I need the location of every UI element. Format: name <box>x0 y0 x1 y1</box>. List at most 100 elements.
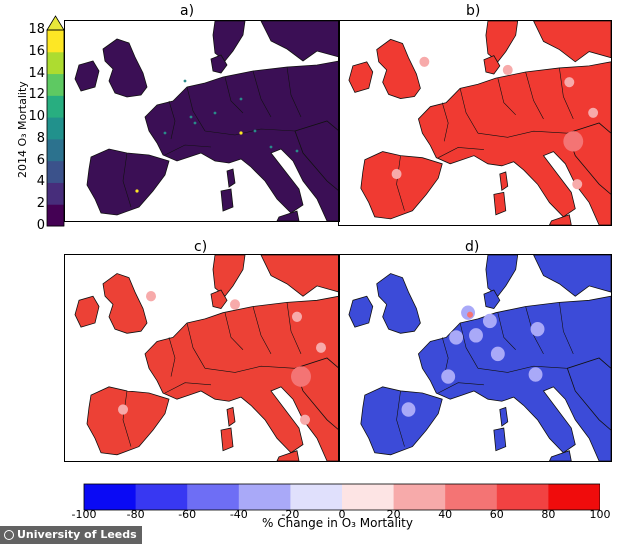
light-region <box>401 402 416 417</box>
colorbar-tick-label: 16 <box>28 43 45 59</box>
light-region <box>528 367 543 382</box>
country-border <box>477 130 568 138</box>
land-iberia <box>86 148 170 216</box>
colorbar-swatch <box>47 204 64 227</box>
change-colorbar-tick-label: 100 <box>589 508 611 521</box>
country-border <box>559 302 574 355</box>
land-ireland <box>348 61 374 93</box>
change-colorbar-tick-label: 40 <box>438 508 453 521</box>
colorbar-tick-label: 12 <box>28 87 45 103</box>
change-colorbar-label: % Change in O₃ Mortality <box>262 516 413 530</box>
change-colorbar-tick-label: 20 <box>386 508 401 521</box>
map-panel-b <box>338 20 612 226</box>
light-region <box>316 342 326 353</box>
country-border <box>224 312 244 350</box>
change-colorbar <box>83 483 600 511</box>
country-border <box>525 306 544 355</box>
europe-map-d <box>348 255 611 461</box>
map-panel-d <box>338 254 612 462</box>
hotspot <box>135 189 139 193</box>
colorbar-swatch <box>47 51 64 75</box>
colorbar-swatch <box>342 484 395 510</box>
country-border <box>286 302 302 355</box>
light-region <box>490 346 505 362</box>
colorbar-swatch <box>47 117 64 140</box>
panel-b-title: b) <box>466 3 481 19</box>
country-border <box>164 144 212 156</box>
colorbar-swatch <box>47 138 64 162</box>
country-border <box>396 390 405 447</box>
panel-c-title: c) <box>194 239 208 255</box>
light-region <box>118 404 128 415</box>
country-border <box>459 322 479 369</box>
red-spot <box>467 311 474 318</box>
hotspot <box>295 149 299 153</box>
land-corsica <box>499 406 509 427</box>
colorbar-swatch <box>187 484 240 510</box>
light-region <box>292 311 302 322</box>
colorbar-frame <box>46 29 65 227</box>
country-border <box>497 78 516 116</box>
change-colorbar-tick-label: -60 <box>178 508 197 521</box>
country-border <box>559 67 574 120</box>
light-region <box>230 299 240 310</box>
light-region <box>482 313 497 329</box>
panel-d-title: d) <box>465 239 480 255</box>
land-sardinia <box>493 427 507 452</box>
light-region <box>563 131 584 152</box>
land-denmark <box>483 55 501 75</box>
land-continent <box>417 295 611 461</box>
country-border <box>122 390 132 447</box>
country-border <box>252 306 272 355</box>
watermark-text: University of Leeds <box>17 528 137 541</box>
colorbar-tick-label: 14 <box>28 65 45 81</box>
colorbar-swatch <box>548 484 600 510</box>
land-ireland <box>74 60 100 92</box>
country-border <box>204 365 296 373</box>
hotspot <box>183 79 187 83</box>
colorbar-tick-label: 10 <box>28 109 45 125</box>
land-iberia <box>86 386 170 456</box>
country-border <box>497 312 516 350</box>
hotspot <box>269 145 273 149</box>
colorbar-frame <box>83 483 600 511</box>
hotspot <box>253 129 257 133</box>
light-region <box>449 330 464 345</box>
change-colorbar-tick-label: -100 <box>71 508 97 521</box>
country-border <box>438 147 484 158</box>
land-iberia <box>360 386 443 456</box>
colorbar-swatch <box>238 484 291 510</box>
light-region <box>564 77 575 88</box>
logo-icon <box>4 530 14 540</box>
colorbar-swatch <box>496 484 549 510</box>
land-denmark <box>210 54 228 74</box>
map-panel-a <box>64 20 340 222</box>
hotspot <box>189 115 193 119</box>
colorbar-tick-label: 4 <box>36 174 45 190</box>
land-denmark <box>483 289 501 310</box>
land-corsica <box>499 171 509 192</box>
country-border <box>186 86 206 132</box>
country-border <box>164 382 212 394</box>
land-sicily <box>276 450 300 461</box>
country-border <box>459 88 479 134</box>
colorbar-tick-label: 8 <box>36 130 45 146</box>
country-border <box>286 66 302 118</box>
hotspot <box>213 111 217 115</box>
country-border <box>224 76 244 114</box>
colorbar-tick-label: 2 <box>36 196 45 212</box>
country-border <box>122 152 132 208</box>
colorbar-swatch <box>47 30 64 53</box>
land-britain <box>376 38 421 99</box>
land-scandinavia <box>485 21 611 63</box>
country-border <box>438 382 484 394</box>
land-sardinia <box>493 191 507 216</box>
land-iberia <box>360 151 443 220</box>
europe-map-c <box>74 255 339 461</box>
land-balkans <box>566 357 611 431</box>
land-sardinia <box>220 427 234 452</box>
colorbar-swatch <box>135 484 188 510</box>
land-sicily <box>549 214 572 225</box>
land-corsica <box>226 168 236 188</box>
colorbar-tick-label: 0 <box>36 218 45 233</box>
